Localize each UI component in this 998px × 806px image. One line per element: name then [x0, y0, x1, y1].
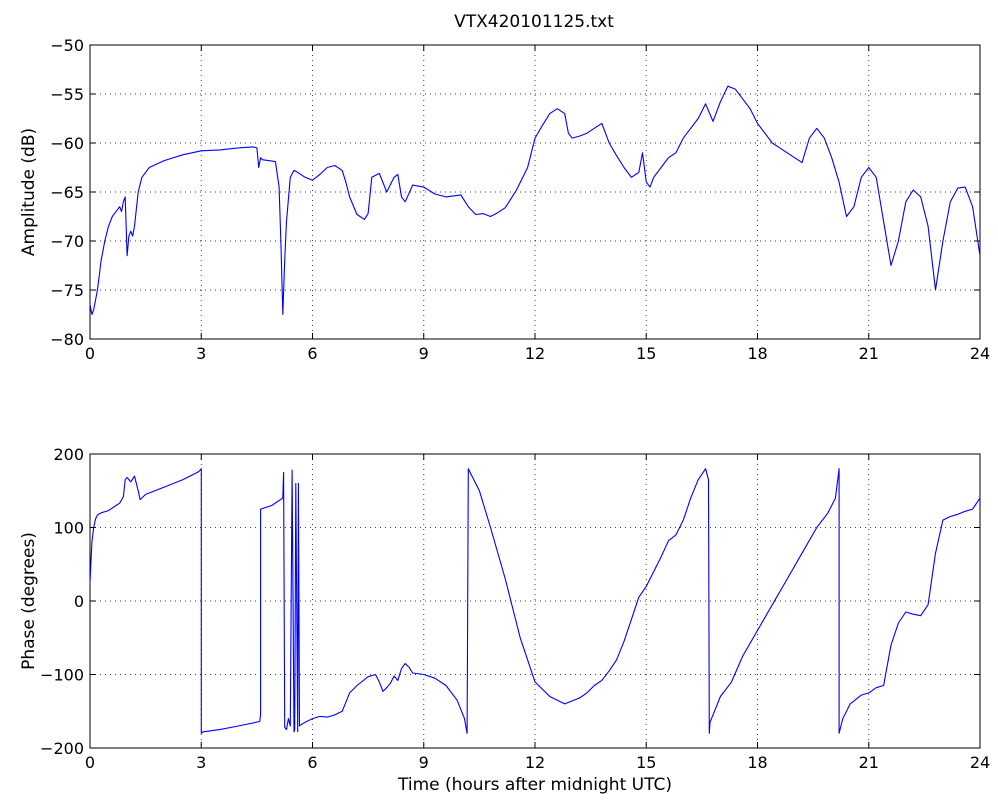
- phase-x-tick-label: 3: [196, 753, 206, 772]
- phase-y-tick-label: 0: [74, 592, 84, 611]
- amplitude-x-tick-label: 3: [196, 344, 206, 363]
- amplitude-x-tick-label: 6: [307, 344, 317, 363]
- amplitude-panel: 0 3 6 9 12 15 18 21 24 −80 −75 −70 −65 −60 −55 −50 Ampli…: [19, 36, 990, 363]
- amplitude-x-tick-label: 12: [525, 344, 545, 363]
- amplitude-y-tick-label: −60: [50, 134, 84, 153]
- amplitude-y-axis-title: Amplitude (dB): [19, 128, 39, 256]
- amplitude-x-tick-label: 9: [419, 344, 429, 363]
- amplitude-x-tick-label: 0: [85, 344, 95, 363]
- amplitude-y-tick-label: −70: [50, 232, 84, 251]
- phase-y-tick-label: −200: [40, 739, 84, 758]
- amplitude-y-tick-label: −80: [50, 330, 84, 349]
- amplitude-series-line: [89, 85, 981, 316]
- amplitude-y-tick-label: −65: [50, 183, 84, 202]
- phase-x-tick-label: 24: [970, 753, 990, 772]
- phase-x-tick-label: 21: [859, 753, 879, 772]
- phase-y-tick-label: 200: [53, 445, 84, 464]
- phase-x-tick-label: 9: [419, 753, 429, 772]
- amplitude-y-tick-label: −55: [50, 85, 84, 104]
- phase-x-tick-label: 6: [307, 753, 317, 772]
- phase-y-tick-label: 100: [53, 519, 84, 538]
- phase-y-tick-label: −100: [40, 666, 84, 685]
- amplitude-y-tick-label: −75: [50, 281, 84, 300]
- figure-title: VTX420101125.txt: [454, 12, 614, 32]
- amplitude-x-tick-label: 24: [970, 344, 990, 363]
- phase-x-tick-label: 18: [747, 753, 767, 772]
- amplitude-x-tick-label: 15: [636, 344, 656, 363]
- phase-x-axis-title: Time (hours after midnight UTC): [397, 775, 672, 795]
- phase-panel: 0 3 6 9 12 15 18 21 24 −200 −100 0 100 200 Phase (degr…: [19, 445, 990, 795]
- phase-x-tick-label: 0: [85, 753, 95, 772]
- phase-series-line: [89, 468, 981, 734]
- phase-x-tick-label: 15: [636, 753, 656, 772]
- phase-x-tick-label: 12: [525, 753, 545, 772]
- phase-y-axis-title: Phase (degrees): [19, 532, 39, 670]
- amplitude-y-tick-label: −50: [50, 36, 84, 55]
- amplitude-x-tick-label: 18: [747, 344, 767, 363]
- amplitude-x-tick-label: 21: [859, 344, 879, 363]
